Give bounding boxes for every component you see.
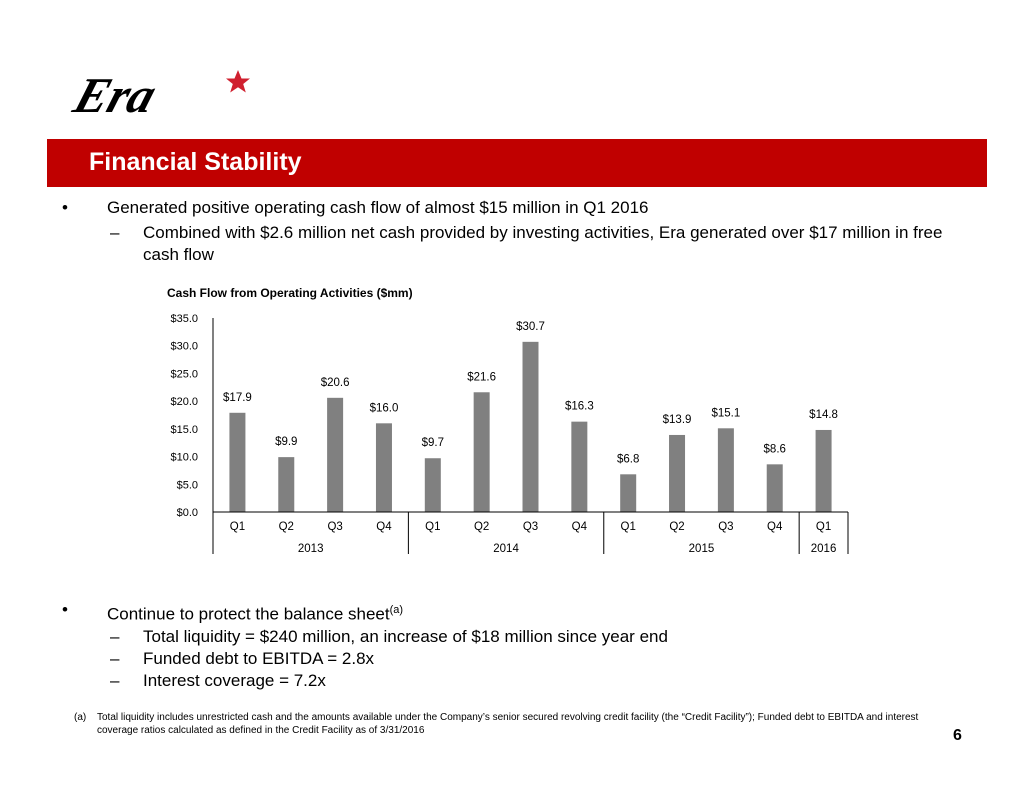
data-label: $9.9 (275, 436, 297, 448)
bullet-marker: • (62, 198, 68, 217)
data-labels: $17.9 $9.9 $20.6 $16.0 $9.7 $21.6 $30.7 $16.3 $6… (223, 321, 838, 465)
bullet-text: Funded debt to EBITDA = 2.8x (143, 648, 375, 668)
bullet-text: Combined with $2.6 million net cash prov… (143, 223, 943, 264)
data-label: $16.3 (565, 401, 594, 413)
x-axis: Q1 Q2 Q3 Q4 Q1 Q2 Q3 Q4 Q1 Q2 Q3 Q4 Q1 2013 2014 2015 20… (213, 511, 849, 555)
bar (620, 474, 637, 512)
data-label: $17.9 (223, 392, 252, 404)
sub-bullet-item: – Funded debt to EBITDA = 2.8x (62, 648, 962, 670)
bullet-text: Continue to protect the balance sheet (107, 604, 390, 624)
footnote: (a) Total liquidity includes unrestricte… (74, 711, 954, 737)
bullet-text: Total liquidity = $240 million, an incre… (143, 626, 668, 646)
bottom-bullets: • Continue to protect the balance sheet(… (62, 599, 962, 692)
footnote-reference: (a) (389, 604, 404, 616)
bar (229, 412, 246, 512)
sub-bullet-item: – Total liquidity = $240 million, an inc… (62, 626, 962, 648)
x-group-label: 2014 (493, 543, 519, 555)
x-tick-label: Q4 (376, 521, 392, 533)
sub-bullet-item: – Interest coverage = 7.2x (62, 670, 962, 692)
bar (522, 341, 539, 512)
data-label: $30.7 (516, 321, 545, 333)
data-label: $13.9 (663, 414, 692, 426)
bullet-text: Interest coverage = 7.2x (143, 670, 326, 690)
data-label: $16.0 (370, 402, 399, 414)
x-tick-label: Q3 (327, 521, 342, 533)
y-tick-label: $20.0 (170, 396, 198, 408)
y-tick-label: $0.0 (177, 507, 198, 519)
x-tick-label: Q2 (474, 521, 489, 533)
page-number: 6 (953, 727, 962, 744)
bullet-marker: – (110, 670, 120, 690)
data-label: $21.6 (467, 371, 496, 383)
data-label: $6.8 (617, 453, 639, 465)
x-tick-label: Q1 (816, 521, 831, 533)
page-title: Financial Stability (89, 148, 302, 176)
footnote-tag: (a) (74, 712, 87, 723)
bullet-marker: – (110, 223, 120, 242)
footnote-text: Total liquidity includes unrestricted ca… (97, 712, 919, 736)
y-tick-label: $35.0 (170, 313, 198, 325)
bar (669, 434, 686, 512)
x-tick-label: Q3 (523, 521, 538, 533)
bar (473, 392, 490, 512)
y-tick-label: $10.0 (170, 452, 198, 464)
x-tick-label: Q3 (718, 521, 733, 533)
bar (327, 397, 344, 512)
star-icon (226, 70, 250, 93)
data-label: $14.8 (809, 409, 838, 421)
title-bar: Financial Stability (47, 139, 987, 187)
x-tick-label: Q1 (621, 521, 636, 533)
y-tick-label: $15.0 (170, 424, 198, 436)
bar (717, 428, 734, 512)
bar (571, 421, 588, 512)
bars (229, 341, 832, 512)
x-group-label: 2015 (689, 543, 715, 555)
x-tick-label: Q4 (572, 521, 588, 533)
bar (766, 464, 783, 512)
y-tick-label: $25.0 (170, 368, 198, 380)
data-label: $15.1 (711, 407, 740, 419)
x-tick-label: Q2 (669, 521, 684, 533)
x-group-label: 2013 (298, 543, 324, 555)
data-label: $9.7 (422, 437, 444, 449)
x-tick-label: Q2 (279, 521, 294, 533)
bullet-marker: • (62, 600, 68, 619)
y-axis-ticks: $0.0 $5.0 $10.0 $15.0 $20.0 $25.0 $30.0 $35.0 (170, 313, 214, 554)
data-label: $20.6 (321, 377, 350, 389)
bullet-text: Generated positive operating cash flow o… (107, 198, 649, 217)
bar (424, 458, 441, 512)
bar (375, 423, 392, 512)
logo-wordmark: Era (70, 68, 163, 122)
sub-bullet-item: – Combined with $2.6 million net cash pr… (62, 222, 962, 266)
x-group-label: 2016 (811, 543, 837, 555)
x-tick-label: Q4 (767, 521, 783, 533)
bullet-marker: – (110, 626, 120, 646)
chart-title: Cash Flow from Operating Activities ($mm… (167, 286, 413, 300)
bar (278, 457, 295, 512)
era-logo: Era (70, 68, 250, 122)
x-tick-label: Q1 (230, 521, 245, 533)
bullet-marker: – (110, 648, 120, 668)
y-tick-label: $30.0 (170, 341, 198, 353)
bar (815, 429, 832, 512)
y-tick-label: $5.0 (177, 479, 198, 491)
bullet-item: • Generated positive operating cash flow… (62, 197, 962, 219)
top-bullets: • Generated positive operating cash flow… (62, 197, 962, 266)
bullet-item: • Continue to protect the balance sheet(… (62, 599, 962, 626)
x-tick-label: Q1 (425, 521, 440, 533)
data-label: $8.6 (764, 443, 786, 455)
